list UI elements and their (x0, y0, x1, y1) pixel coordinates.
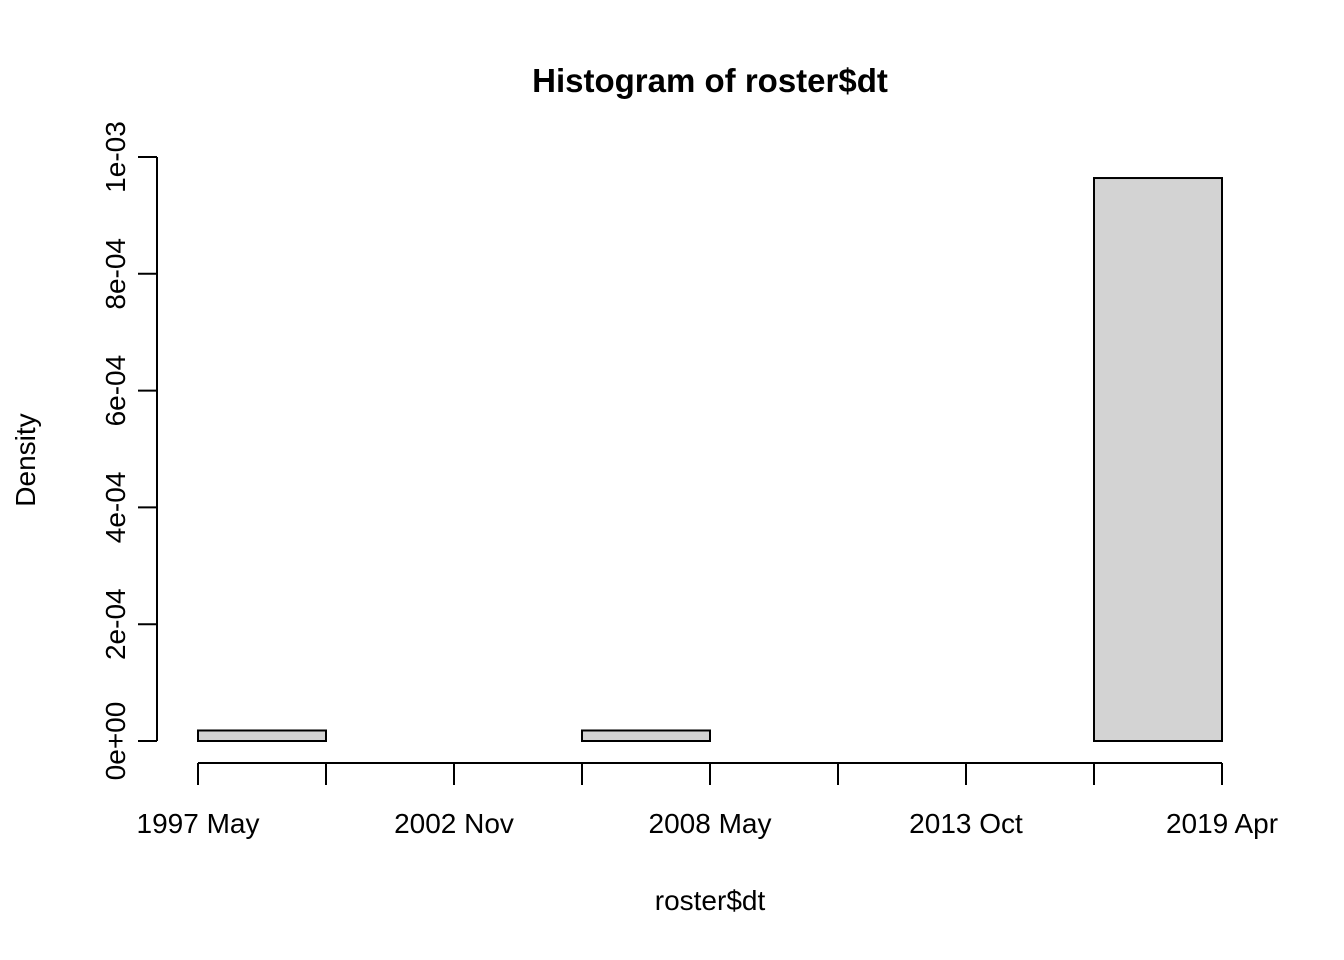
x-tick-label: 2013 Oct (909, 808, 1023, 839)
x-tick-label: 2019 Apr (1166, 808, 1278, 839)
y-tick-label: 4e-04 (100, 472, 131, 544)
x-tick-label: 1997 May (137, 808, 260, 839)
x-tick-label: 2008 May (649, 808, 772, 839)
histogram-bar (197, 729, 327, 742)
chart-title: Histogram of roster$dt (532, 62, 888, 99)
y-axis-label: Density (10, 413, 41, 506)
histogram-bar (581, 729, 711, 742)
histogram-bars (197, 177, 1223, 743)
x-axis-label: roster$dt (655, 885, 766, 916)
y-tick-label: 0e+00 (100, 702, 131, 781)
histogram-bar (1093, 177, 1223, 743)
y-tick-label: 6e-04 (100, 355, 131, 427)
y-axis: 0e+00 2e-04 4e-04 6e-04 8e-04 1e-03 (100, 121, 158, 781)
x-axis: 1997 May 2002 Nov 2008 May 2013 Oct 2019 Apr (137, 762, 1278, 839)
x-tick-label: 2002 Nov (394, 808, 514, 839)
y-tick-label: 1e-03 (100, 121, 131, 193)
y-tick-label: 8e-04 (100, 238, 131, 310)
y-tick-label: 2e-04 (100, 588, 131, 660)
